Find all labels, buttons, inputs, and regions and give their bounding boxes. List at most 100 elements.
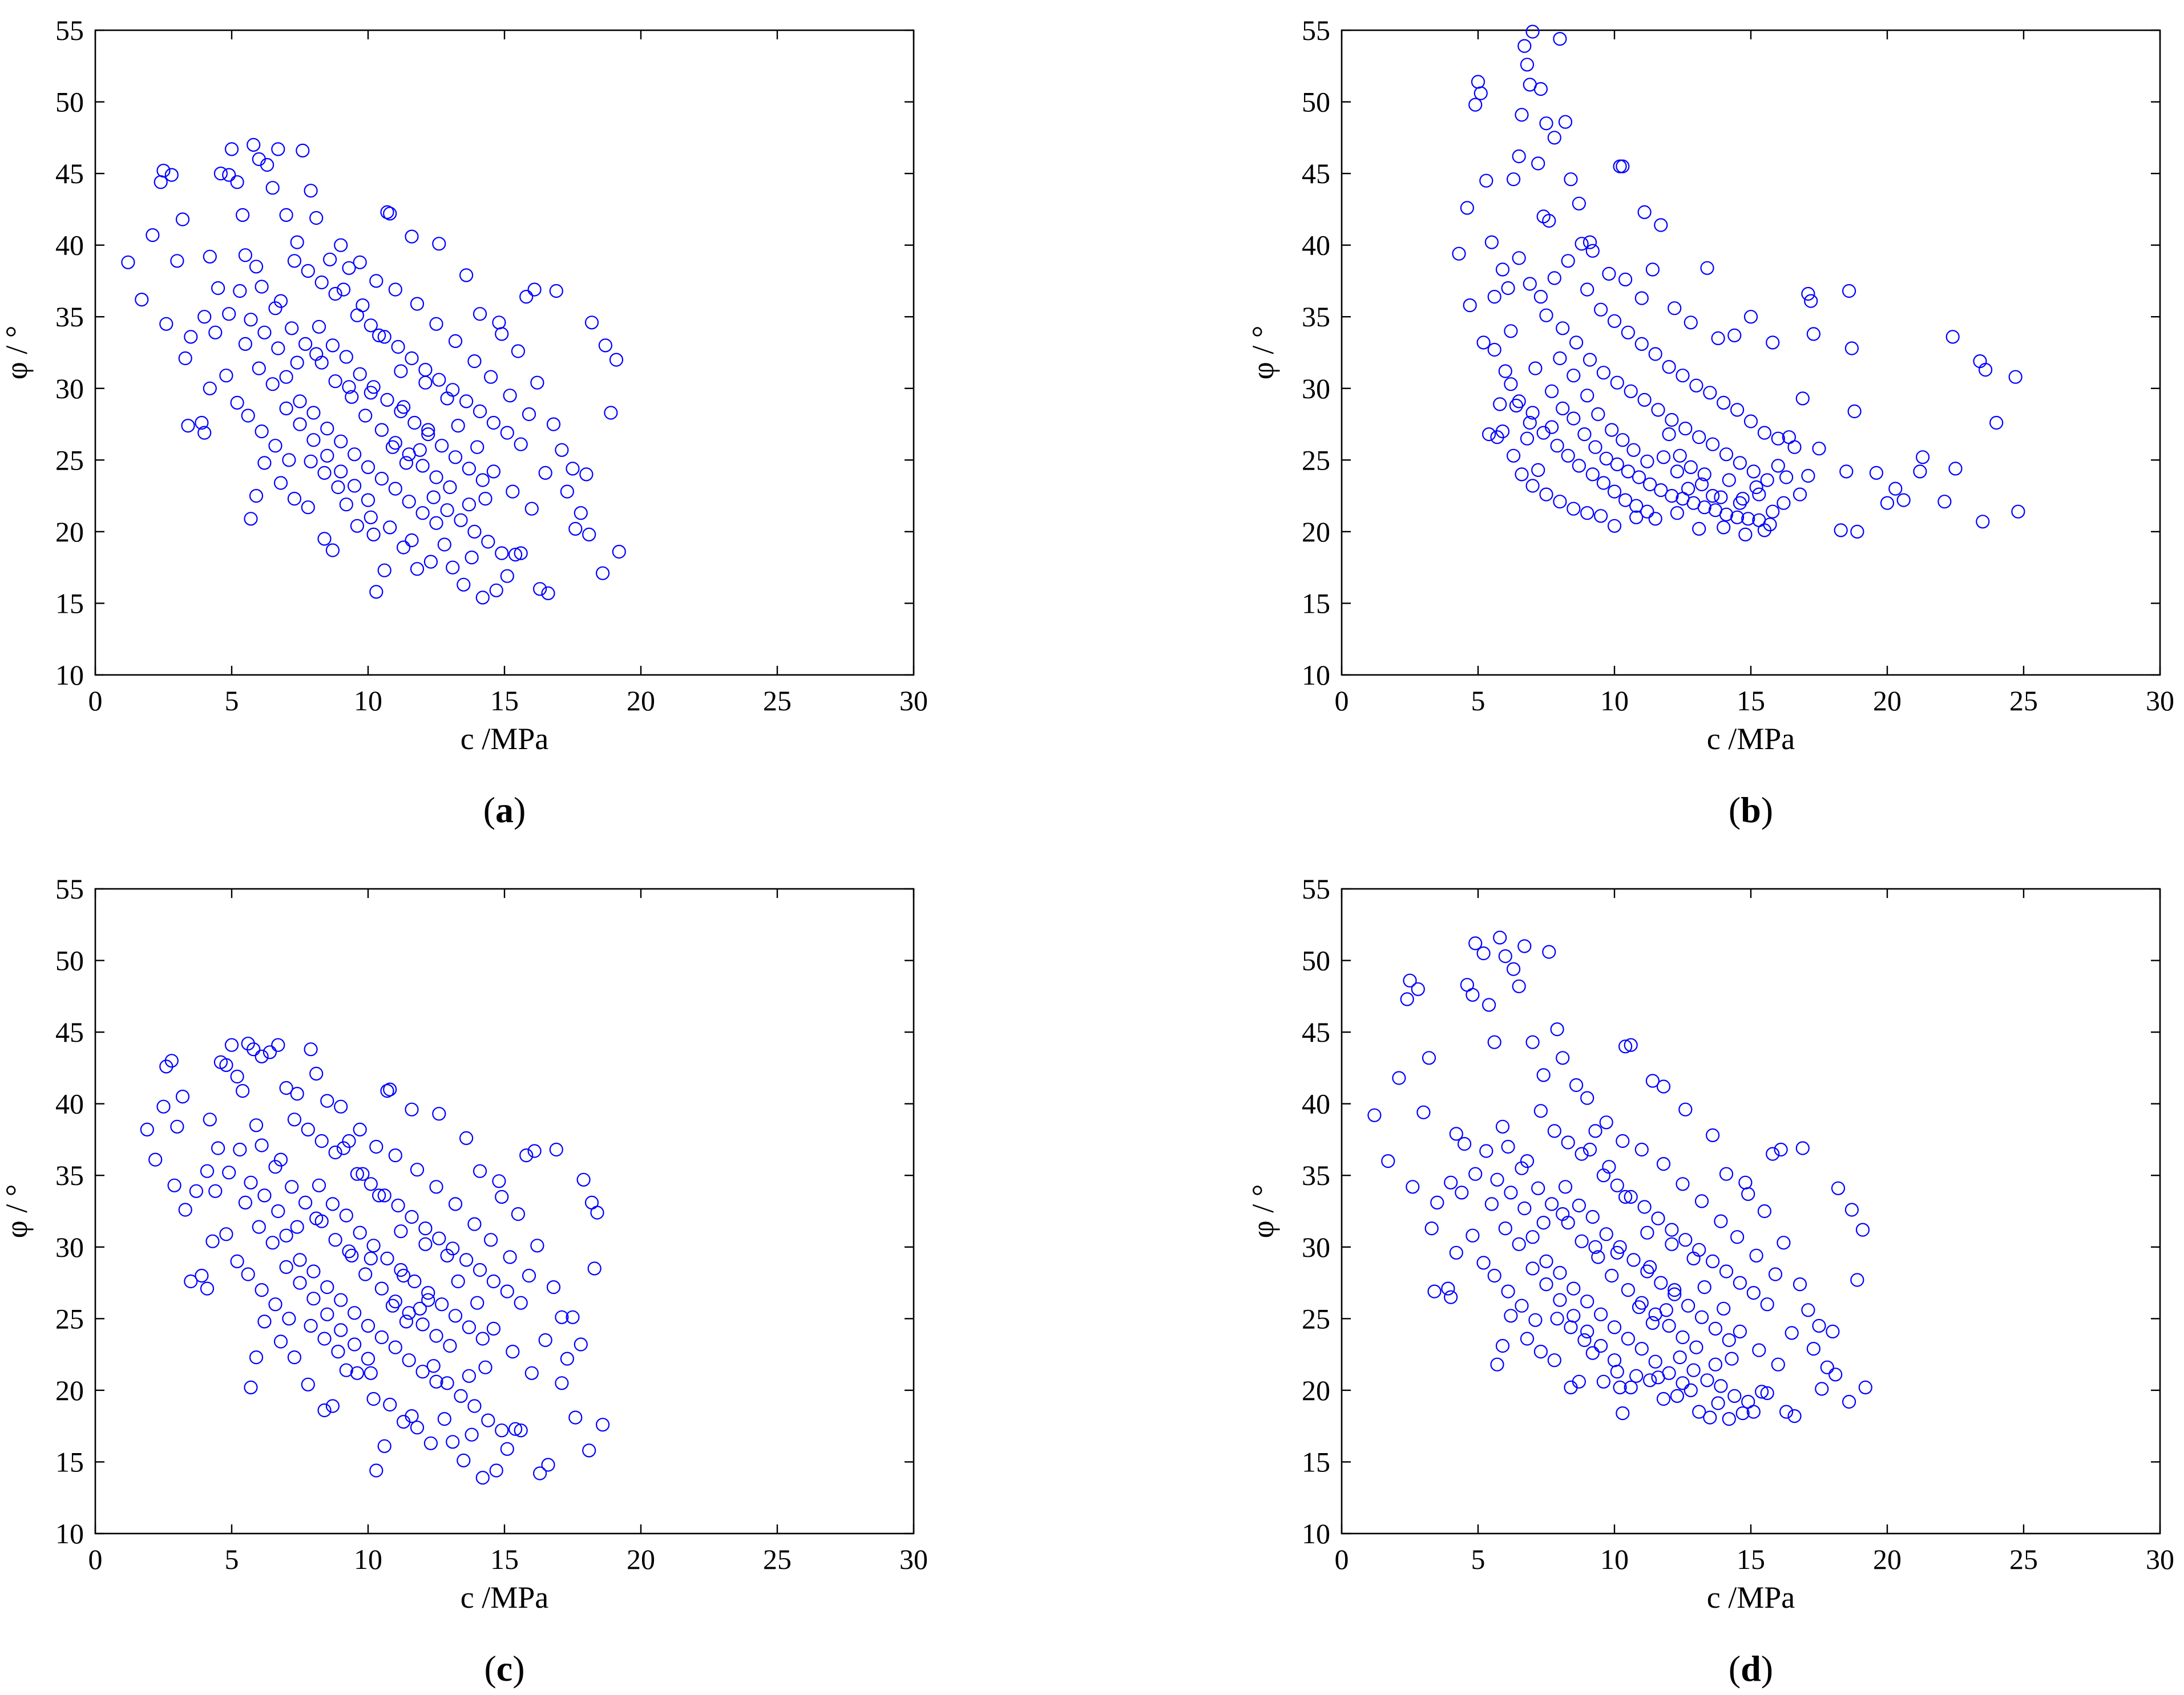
data-point (1512, 979, 1526, 993)
data-point (1487, 1035, 1501, 1049)
data-point (1766, 335, 1780, 350)
data-point (1520, 58, 1535, 72)
data-point (1533, 1345, 1548, 1359)
data-point (1567, 1281, 1581, 1296)
data-point (383, 1082, 397, 1097)
data-point (1757, 523, 1771, 537)
data-point (1656, 450, 1671, 464)
data-point (325, 1399, 340, 1413)
data-point (1665, 488, 1679, 503)
data-point (1504, 1309, 1518, 1323)
data-point (1719, 1264, 1734, 1279)
data-point (1640, 1225, 1654, 1240)
data-point (304, 1318, 318, 1333)
data-point (418, 362, 433, 377)
data-point (492, 1174, 506, 1188)
data-point (334, 1323, 348, 1337)
data-point (1403, 973, 1417, 988)
data-point (1561, 1135, 1575, 1150)
data-point (175, 1089, 190, 1104)
data-point (1471, 75, 1485, 89)
data-point (1441, 1281, 1455, 1296)
data-point (304, 184, 318, 198)
plot-frame (94, 888, 915, 1535)
x-tick-label: 20 (1873, 685, 1902, 717)
data-point (325, 338, 340, 353)
data-point (1643, 1373, 1657, 1387)
data-point (1531, 156, 1545, 171)
data-point (590, 1205, 604, 1220)
data-point (247, 1042, 261, 1057)
data-point (290, 1086, 304, 1101)
data-point (1730, 1230, 1745, 1244)
data-point (1760, 1386, 1774, 1400)
data-point (1613, 159, 1627, 173)
data-point (1545, 420, 1559, 434)
data-point (1616, 1134, 1630, 1148)
data-point (405, 1102, 419, 1116)
data-point (478, 491, 492, 506)
data-point (1692, 430, 1706, 444)
data-point (465, 550, 479, 565)
data-point (1779, 1405, 1794, 1419)
y-tick-label: 35 (55, 301, 84, 333)
data-point (290, 1220, 304, 1234)
scatter-panel-a: 0 5 10 15 20 25 30 10 15 20 25 30 35 40 45 50 55 c /MPa φ … (0, 14, 928, 830)
data-point (410, 297, 425, 311)
data-point (1626, 1253, 1641, 1267)
data-point (1692, 521, 1706, 536)
data-point (432, 1231, 446, 1245)
data-point (405, 533, 419, 548)
data-point (1779, 470, 1794, 484)
data-point (1738, 1175, 1753, 1190)
data-point (1717, 520, 1731, 535)
data-point (1520, 1154, 1535, 1168)
data-point (388, 1294, 402, 1309)
data-point (265, 1236, 280, 1250)
data-point (1599, 1115, 1613, 1130)
data-point (1757, 1204, 1771, 1219)
data-point (555, 1310, 569, 1324)
data-point (334, 238, 348, 252)
data-point (478, 1360, 492, 1374)
data-point (1654, 218, 1668, 232)
data-point (388, 436, 402, 450)
data-point (1444, 1290, 1458, 1304)
data-point (1826, 1324, 1840, 1338)
data-point (167, 1178, 181, 1192)
data-point (156, 1099, 171, 1114)
data-point (473, 404, 487, 419)
x-axis-label: c /MPa (461, 1580, 549, 1615)
data-point (1525, 1230, 1540, 1244)
data-point (514, 437, 528, 451)
data-point (473, 307, 487, 321)
data-point (446, 383, 460, 397)
data-point (1689, 378, 1703, 393)
data-point (530, 375, 544, 390)
data-point (1621, 1283, 1635, 1297)
data-point (446, 1435, 460, 1449)
data-point (495, 546, 509, 560)
data-point (1553, 1265, 1567, 1280)
data-point (364, 1177, 378, 1191)
data-point (334, 464, 348, 479)
data-point (1575, 1234, 1589, 1248)
data-point (1607, 1320, 1622, 1334)
data-point (459, 268, 474, 282)
data-point (473, 1164, 487, 1178)
y-tick-label: 15 (55, 1446, 84, 1478)
data-point (197, 310, 212, 324)
data-point (423, 555, 438, 569)
data-point (429, 317, 443, 331)
data-point (1553, 495, 1567, 509)
data-point (1558, 1180, 1573, 1194)
data-point (1678, 421, 1693, 436)
data-point (257, 1314, 272, 1329)
data-point (1714, 490, 1728, 504)
data-point (1567, 1309, 1581, 1323)
data-point (1430, 1195, 1444, 1209)
data-point (189, 1184, 203, 1198)
data-point (1495, 424, 1510, 439)
data-point (1752, 1343, 1766, 1357)
y-tick-label: 55 (55, 14, 84, 46)
